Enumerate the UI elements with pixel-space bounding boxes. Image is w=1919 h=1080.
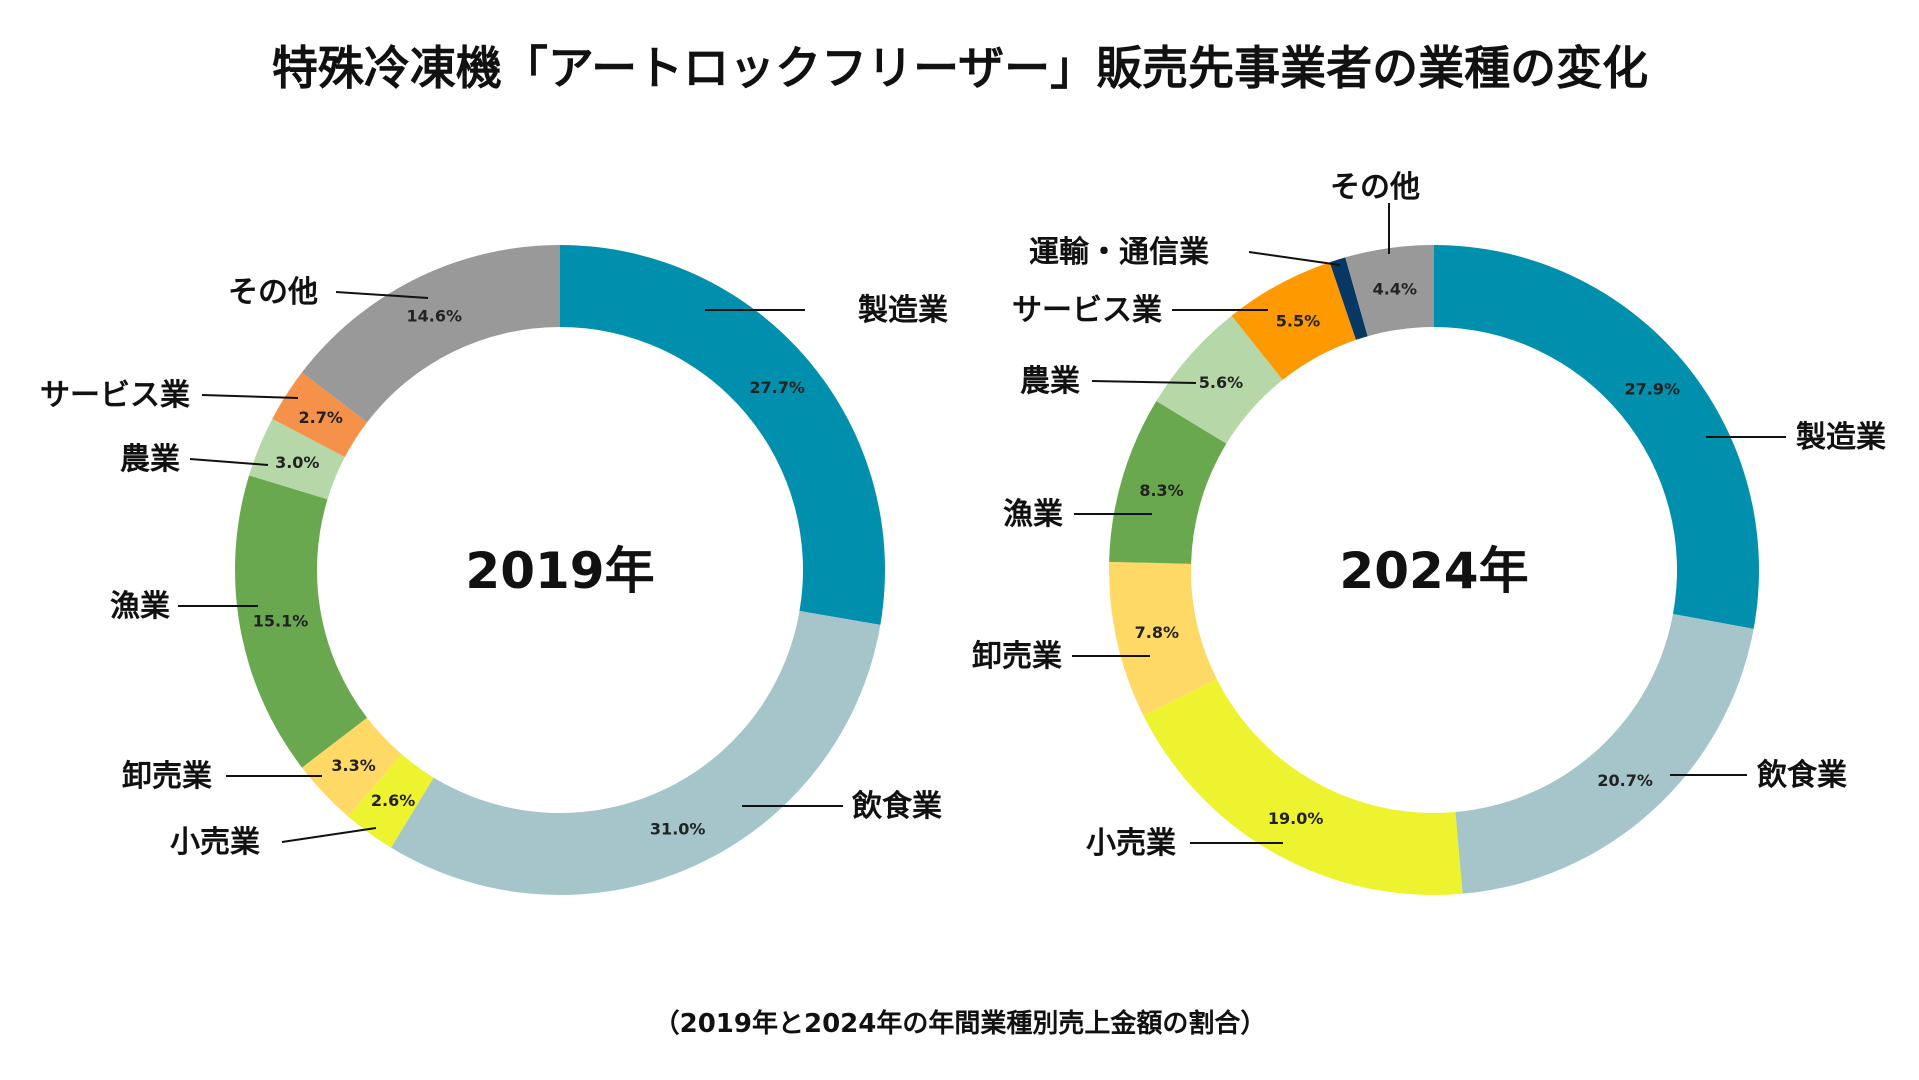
slice-manufacturing — [560, 245, 885, 625]
donut-chart-1: 27.7% 製造業 31.0% 飲食業 2.6% 小売業 3.3% 卸売業 15.1% 漁業 3.0… — [40, 245, 948, 895]
slice-other — [1345, 245, 1434, 337]
slice-retail — [348, 754, 434, 848]
pct-label-other: 4.4% — [1373, 280, 1417, 299]
slice-manufacturing — [1434, 245, 1759, 629]
category-label-transport-communication: 運輸・通信業 — [1029, 235, 1209, 270]
slice-fishery — [235, 475, 368, 768]
slice-agriculture — [249, 418, 345, 500]
leader-line-agriculture — [189, 458, 269, 466]
slice-wholesale — [301, 717, 402, 817]
pct-label-wholesale: 7.8% — [1135, 623, 1179, 642]
pct-label-manufacturing: 27.7% — [749, 378, 805, 397]
pct-label-food-service: 20.7% — [1597, 771, 1653, 790]
pct-label-services: 5.5% — [1276, 312, 1320, 331]
slice-other — [301, 245, 560, 423]
leader-line-services — [201, 394, 299, 399]
category-label-fishery: 漁業 — [1003, 497, 1063, 532]
donut-charts: 27.7% 製造業 31.0% 飲食業 2.6% 小売業 3.3% 卸売業 15.1% 漁業 3.0… — [40, 170, 1886, 895]
center-label: 2019年 — [465, 542, 654, 600]
category-label-manufacturing: 製造業 — [1796, 420, 1886, 455]
pct-label-manufacturing: 27.9% — [1624, 379, 1680, 398]
leader-line-retail — [281, 827, 377, 843]
pct-label-agriculture: 3.0% — [275, 453, 319, 472]
category-label-services: サービス業 — [40, 378, 190, 413]
category-label-food-service: 飲食業 — [852, 789, 942, 824]
category-label-food-service: 飲食業 — [1757, 758, 1847, 793]
category-label-other: その他 — [1330, 170, 1420, 205]
category-label-wholesale: 卸売業 — [122, 759, 212, 794]
chart-title: 特殊冷凍機「アートロックフリーザー」販売先事業者の業種の変化 — [272, 41, 1648, 95]
slice-food-service — [1455, 614, 1754, 894]
slice-services — [272, 372, 368, 457]
slice-wholesale — [1109, 561, 1217, 716]
category-label-fishery: 漁業 — [110, 589, 170, 624]
center-label: 2024年 — [1339, 542, 1528, 600]
pct-label-food-service: 31.0% — [650, 819, 706, 838]
pct-label-retail: 19.0% — [1268, 809, 1324, 828]
category-label-manufacturing: 製造業 — [858, 293, 948, 328]
pct-label-agriculture: 5.6% — [1199, 373, 1243, 392]
category-label-agriculture: 農業 — [120, 442, 180, 477]
pct-label-retail: 2.6% — [371, 791, 415, 810]
pct-label-services: 2.7% — [299, 408, 343, 427]
category-label-other: その他 — [228, 275, 318, 310]
leader-line-transport-communication — [1248, 251, 1341, 266]
category-label-wholesale: 卸売業 — [972, 639, 1062, 674]
category-label-retail: 小売業 — [1086, 826, 1176, 861]
slice-services — [1231, 262, 1357, 380]
slice-agriculture — [1156, 315, 1283, 444]
slice-transport-communication — [1329, 257, 1368, 340]
pct-label-other: 14.6% — [406, 306, 462, 325]
donut-chart-2: 27.9% 製造業 20.7% 飲食業 19.0% 小売業 7.8% 卸売業 8.3% 漁業 5.6… — [972, 170, 1886, 895]
slice-fishery — [1109, 401, 1227, 564]
pct-label-fishery: 15.1% — [253, 612, 309, 631]
pct-label-fishery: 8.3% — [1139, 481, 1183, 500]
leader-line-agriculture — [1091, 380, 1197, 384]
pct-label-wholesale: 3.3% — [331, 756, 375, 775]
category-label-services: サービス業 — [1012, 293, 1162, 328]
slice-retail — [1143, 678, 1463, 895]
leader-line-other — [335, 291, 429, 299]
category-label-agriculture: 農業 — [1020, 364, 1080, 399]
category-label-retail: 小売業 — [170, 825, 260, 860]
chart-caption: （2019年と2024年の年間業種別売上金額の割合） — [654, 1008, 1267, 1039]
slice-food-service — [391, 611, 881, 895]
